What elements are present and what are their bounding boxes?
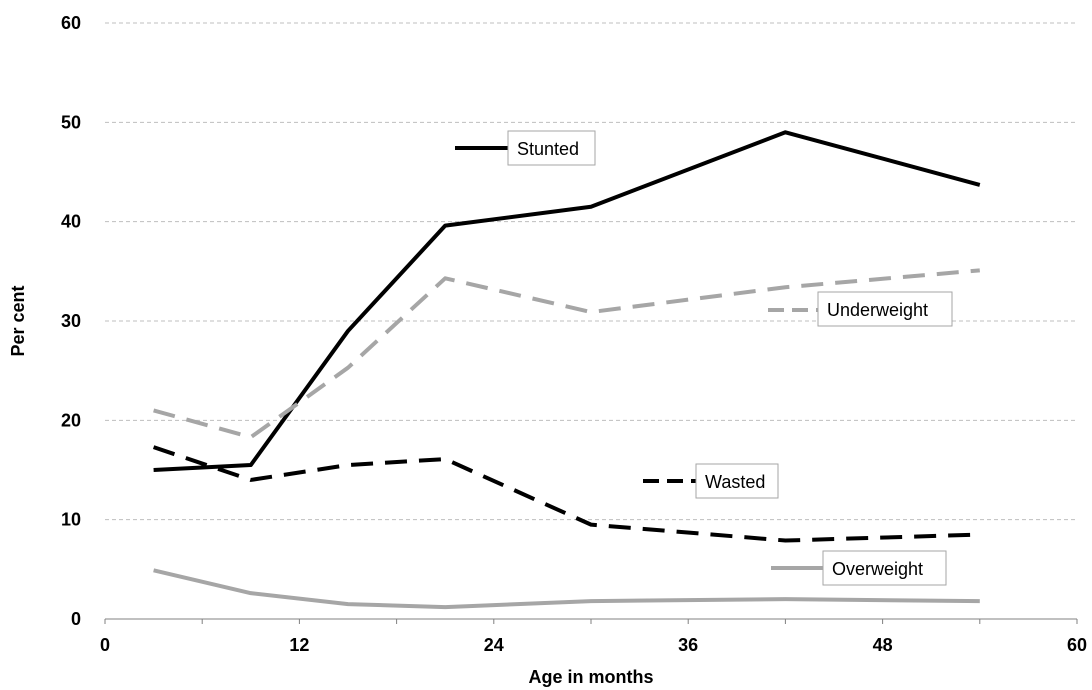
series-line-wasted [152, 445, 980, 543]
legend-box-stunted [507, 130, 596, 166]
y-tick-label: 50 [61, 112, 81, 132]
legend-label-wasted: Wasted [705, 472, 765, 492]
x-tick-label: 36 [678, 635, 698, 655]
grid-lines [105, 22, 1077, 521]
y-tick-label: 40 [61, 212, 81, 232]
axes [104, 618, 1078, 624]
x-tick-label: 48 [873, 635, 893, 655]
y-tick-labels: 0 10 20 30 40 50 60 [61, 13, 81, 629]
x-tick-label: 0 [100, 635, 110, 655]
legend-box-underweight [817, 291, 953, 327]
series-line-underweight [153, 268, 980, 440]
legend-label-underweight: Underweight [827, 300, 928, 320]
series-line-stunted [153, 130, 981, 472]
y-axis-title: Per cent [8, 285, 28, 356]
y-tick-label: 20 [61, 410, 81, 430]
series-lines [152, 130, 981, 610]
x-tick-label: 12 [289, 635, 309, 655]
x-tick-labels: 0 12 24 36 48 60 [100, 635, 1087, 655]
x-tick-label: 24 [484, 635, 504, 655]
y-tick-label: 60 [61, 13, 81, 33]
legend-box-overweight [822, 550, 947, 586]
x-tick-label: 60 [1067, 635, 1087, 655]
legend: Stunted Underweight Wasted Overweight [455, 130, 953, 586]
x-axis-title: Age in months [529, 667, 654, 687]
y-tick-label: 10 [61, 510, 81, 530]
legend-label-stunted: Stunted [517, 139, 579, 159]
legend-box-wasted [695, 463, 779, 499]
series-line-overweight [153, 568, 980, 610]
legend-label-overweight: Overweight [832, 559, 923, 579]
y-tick-label: 0 [71, 609, 81, 629]
y-tick-label: 30 [61, 311, 81, 331]
